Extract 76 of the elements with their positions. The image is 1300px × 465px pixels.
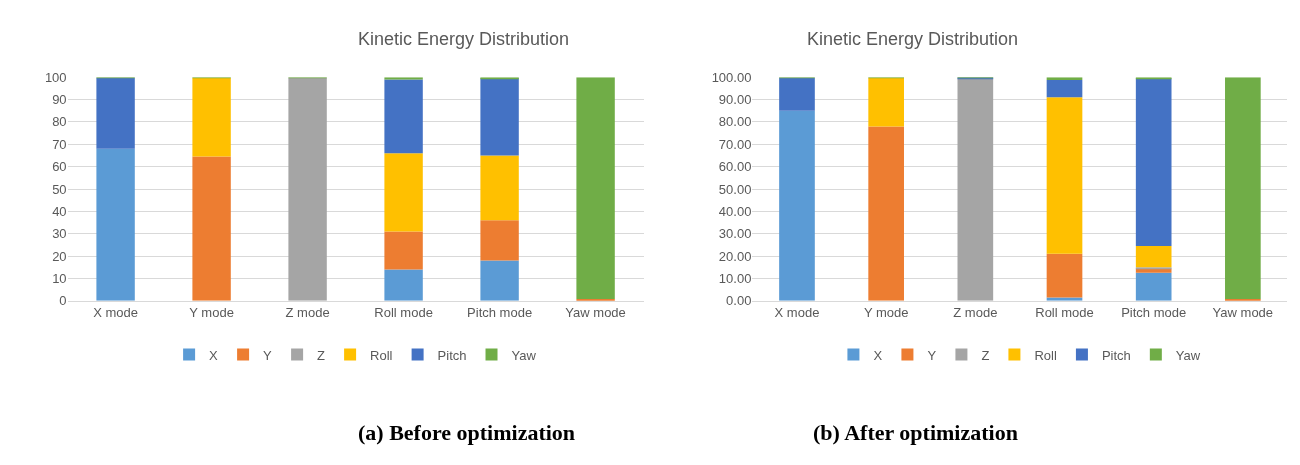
y-tick-label: 30.00: [718, 226, 752, 242]
chart-title: Kinetic Energy Distribution: [807, 29, 1019, 49]
bar: [288, 77, 327, 301]
bar: [96, 148, 135, 301]
bar: [576, 77, 615, 300]
y-tick-label: 40: [52, 203, 67, 219]
y-tick-label: 10: [52, 270, 67, 286]
legend-label: Pitch: [1101, 347, 1131, 363]
x-tick-label: Roll mode: [1035, 305, 1094, 321]
text: (b) After optimization: [813, 420, 1018, 445]
bar: [868, 77, 904, 127]
y-tick-label: 100: [44, 69, 67, 85]
legend-label: Roll: [1034, 347, 1057, 363]
chart-title: Kinetic Energy Distribution: [358, 29, 570, 49]
bar: [868, 126, 904, 301]
bar: [1135, 78, 1172, 247]
bar: [480, 78, 519, 156]
y-tick-label: 10.00: [718, 270, 752, 286]
bar: [384, 231, 423, 270]
y-tick-label: 20.00: [718, 248, 752, 264]
y-tick-label: 100.00: [711, 69, 752, 85]
x-tick-label: Roll mode: [374, 305, 433, 321]
x-tick-label: Pitch mode: [1121, 305, 1187, 321]
bar: [957, 78, 994, 301]
x-tick-label: Y mode: [189, 305, 234, 321]
x-tick-label: X mode: [93, 305, 139, 321]
y-tick-label: 90: [52, 92, 67, 108]
y-tick-label: 0.00: [726, 293, 752, 309]
x-tick-label: Y mode: [863, 305, 909, 321]
bar: [1225, 77, 1261, 300]
legend-label: Z: [317, 347, 326, 363]
bar: [192, 77, 231, 157]
bar: [1046, 80, 1083, 98]
bar: [1135, 272, 1172, 301]
y-tick-label: 30: [52, 226, 67, 242]
x-tick-label: Yaw mode: [1212, 305, 1274, 321]
legend-label: Y: [927, 347, 937, 363]
bar: [1046, 253, 1083, 298]
y-tick-label: 80: [52, 114, 67, 130]
bar: [96, 77, 135, 149]
legend-label: Yaw: [511, 347, 537, 363]
bar: [1135, 246, 1172, 268]
text: (a) Before optimization: [358, 420, 576, 445]
bar: [480, 220, 519, 261]
x-tick-label: Z mode: [953, 305, 998, 321]
x-tick-label: Yaw mode: [565, 305, 626, 321]
bar: [779, 110, 815, 301]
bar: [384, 269, 423, 301]
legend-label: X: [873, 347, 883, 363]
y-tick-label: 50.00: [718, 181, 752, 197]
y-tick-label: 60.00: [718, 159, 752, 175]
y-tick-label: 80.00: [718, 114, 752, 130]
bar: [480, 260, 519, 301]
legend-label: Z: [981, 347, 990, 363]
legend-label: Roll: [370, 347, 393, 363]
bar: [779, 77, 815, 111]
bar: [1046, 97, 1083, 254]
legend-label: Yaw: [1175, 347, 1201, 363]
y-tick-label: 60: [52, 159, 67, 175]
y-tick-label: 70.00: [718, 136, 752, 152]
x-tick-label: Pitch mode: [467, 305, 533, 321]
bar: [480, 155, 519, 221]
legend-label: Y: [263, 347, 273, 363]
y-tick-label: 20: [52, 248, 67, 264]
x-tick-label: Z mode: [285, 305, 330, 321]
x-tick-label: X mode: [774, 305, 820, 321]
y-tick-label: 40.00: [718, 203, 752, 219]
y-tick-label: 70: [52, 136, 67, 152]
legend-label: X: [209, 347, 219, 363]
y-tick-label: 0: [59, 293, 67, 309]
legend-label: Pitch: [437, 347, 467, 363]
bar: [192, 156, 231, 301]
bar: [384, 79, 423, 154]
y-tick-label: 50: [52, 181, 67, 197]
y-tick-label: 90.00: [718, 92, 752, 108]
bar: [384, 153, 423, 232]
